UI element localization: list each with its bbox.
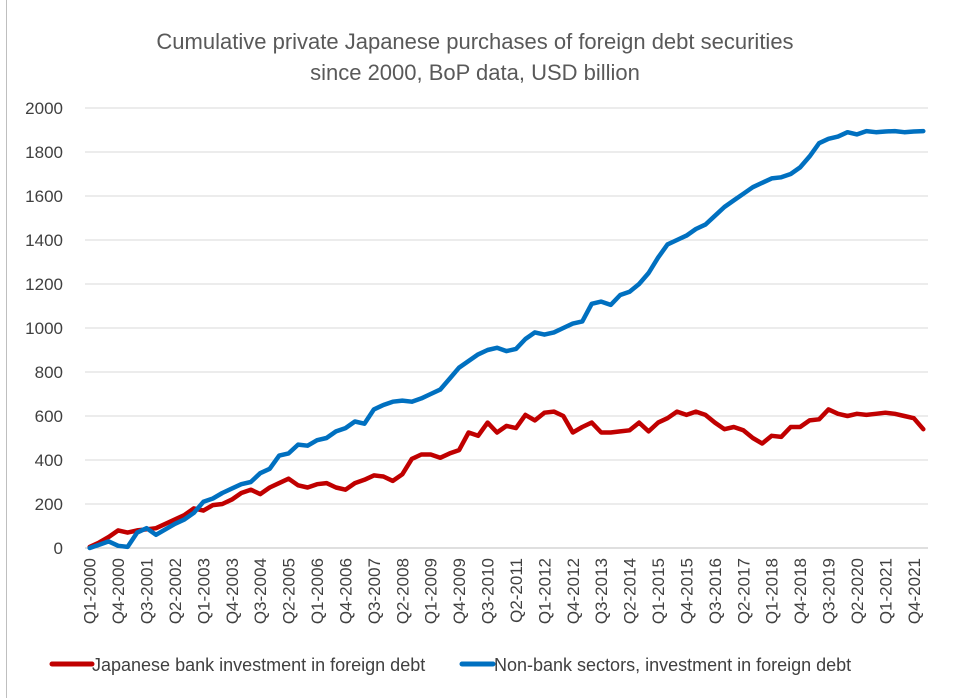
x-tick-label: Q1-2021 (876, 558, 895, 624)
x-tick-label: Q1-2003 (194, 558, 213, 624)
x-tick-label: Q3-2010 (479, 558, 498, 624)
series-line-bank (87, 407, 926, 550)
x-tick-label: Q4-2006 (336, 558, 355, 624)
x-axis-ticks: Q1-2000 Q4-2000 Q3-2001 Q2-2002 Q1-2003 Q4-20… (81, 558, 924, 624)
x-tick-label: Q4-2012 (564, 558, 583, 624)
y-tick-label: 1800 (25, 143, 63, 162)
legend: Japanese bank investment in foreign debt… (49, 655, 851, 675)
x-tick-label: Q4-2009 (450, 558, 469, 624)
legend-label: Japanese bank investment in foreign debt (92, 655, 425, 675)
x-tick-label: Q4-2003 (223, 558, 242, 624)
x-tick-label: Q1-2009 (422, 558, 441, 624)
x-tick-label: Q1-2000 (81, 558, 100, 624)
x-tick-label: Q4-2000 (109, 558, 128, 624)
x-tick-label: Q4-2018 (791, 558, 810, 624)
x-tick-label: Q2-2008 (393, 558, 412, 624)
left-border (6, 0, 7, 698)
y-tick-label: 0 (54, 539, 63, 558)
x-tick-label: Q3-2001 (138, 558, 157, 624)
x-tick-label: Q4-2015 (677, 558, 696, 624)
chart-title: Cumulative private Japanese purchases of… (156, 29, 793, 54)
x-tick-label: Q3-2019 (820, 558, 839, 624)
x-tick-label: Q2-2020 (848, 558, 867, 624)
x-tick-label: Q4-2021 (905, 558, 924, 624)
x-tick-label: Q2-2002 (166, 558, 185, 624)
x-tick-label: Q2-2017 (734, 558, 753, 624)
y-tick-label: 600 (35, 407, 63, 426)
y-tick-label: 1200 (25, 275, 63, 294)
x-tick-label: Q3-2004 (251, 558, 270, 624)
chart-subtitle: since 2000, BoP data, USD billion (310, 60, 640, 85)
x-tick-label: Q2-2011 (507, 558, 526, 623)
gridlines (85, 107, 928, 505)
y-tick-label: 400 (35, 451, 63, 470)
y-tick-label: 1600 (25, 187, 63, 206)
series-line-non-bank (87, 128, 926, 551)
y-tick-label: 1000 (25, 319, 63, 338)
y-axis-ticks: 0 200 400 600 800 1000 1200 1400 1600 1800 2000 (25, 99, 63, 558)
x-tick-label: Q2-2005 (280, 558, 299, 624)
series-lines (87, 128, 926, 551)
x-tick-label: Q1-2015 (649, 558, 668, 624)
x-tick-label: Q2-2014 (621, 558, 640, 624)
x-tick-label: Q1-2006 (308, 558, 327, 624)
y-tick-label: 2000 (25, 99, 63, 118)
legend-label: Non-bank sectors, investment in foreign … (494, 655, 851, 675)
x-tick-label: Q1-2012 (535, 558, 554, 624)
x-tick-label: Q3-2007 (365, 558, 384, 624)
x-tick-label: Q1-2018 (763, 558, 782, 624)
y-tick-label: 1400 (25, 231, 63, 250)
x-tick-label: Q3-2013 (592, 558, 611, 624)
y-tick-label: 800 (35, 363, 63, 382)
x-tick-label: Q3-2016 (706, 558, 725, 624)
y-tick-label: 200 (35, 495, 63, 514)
